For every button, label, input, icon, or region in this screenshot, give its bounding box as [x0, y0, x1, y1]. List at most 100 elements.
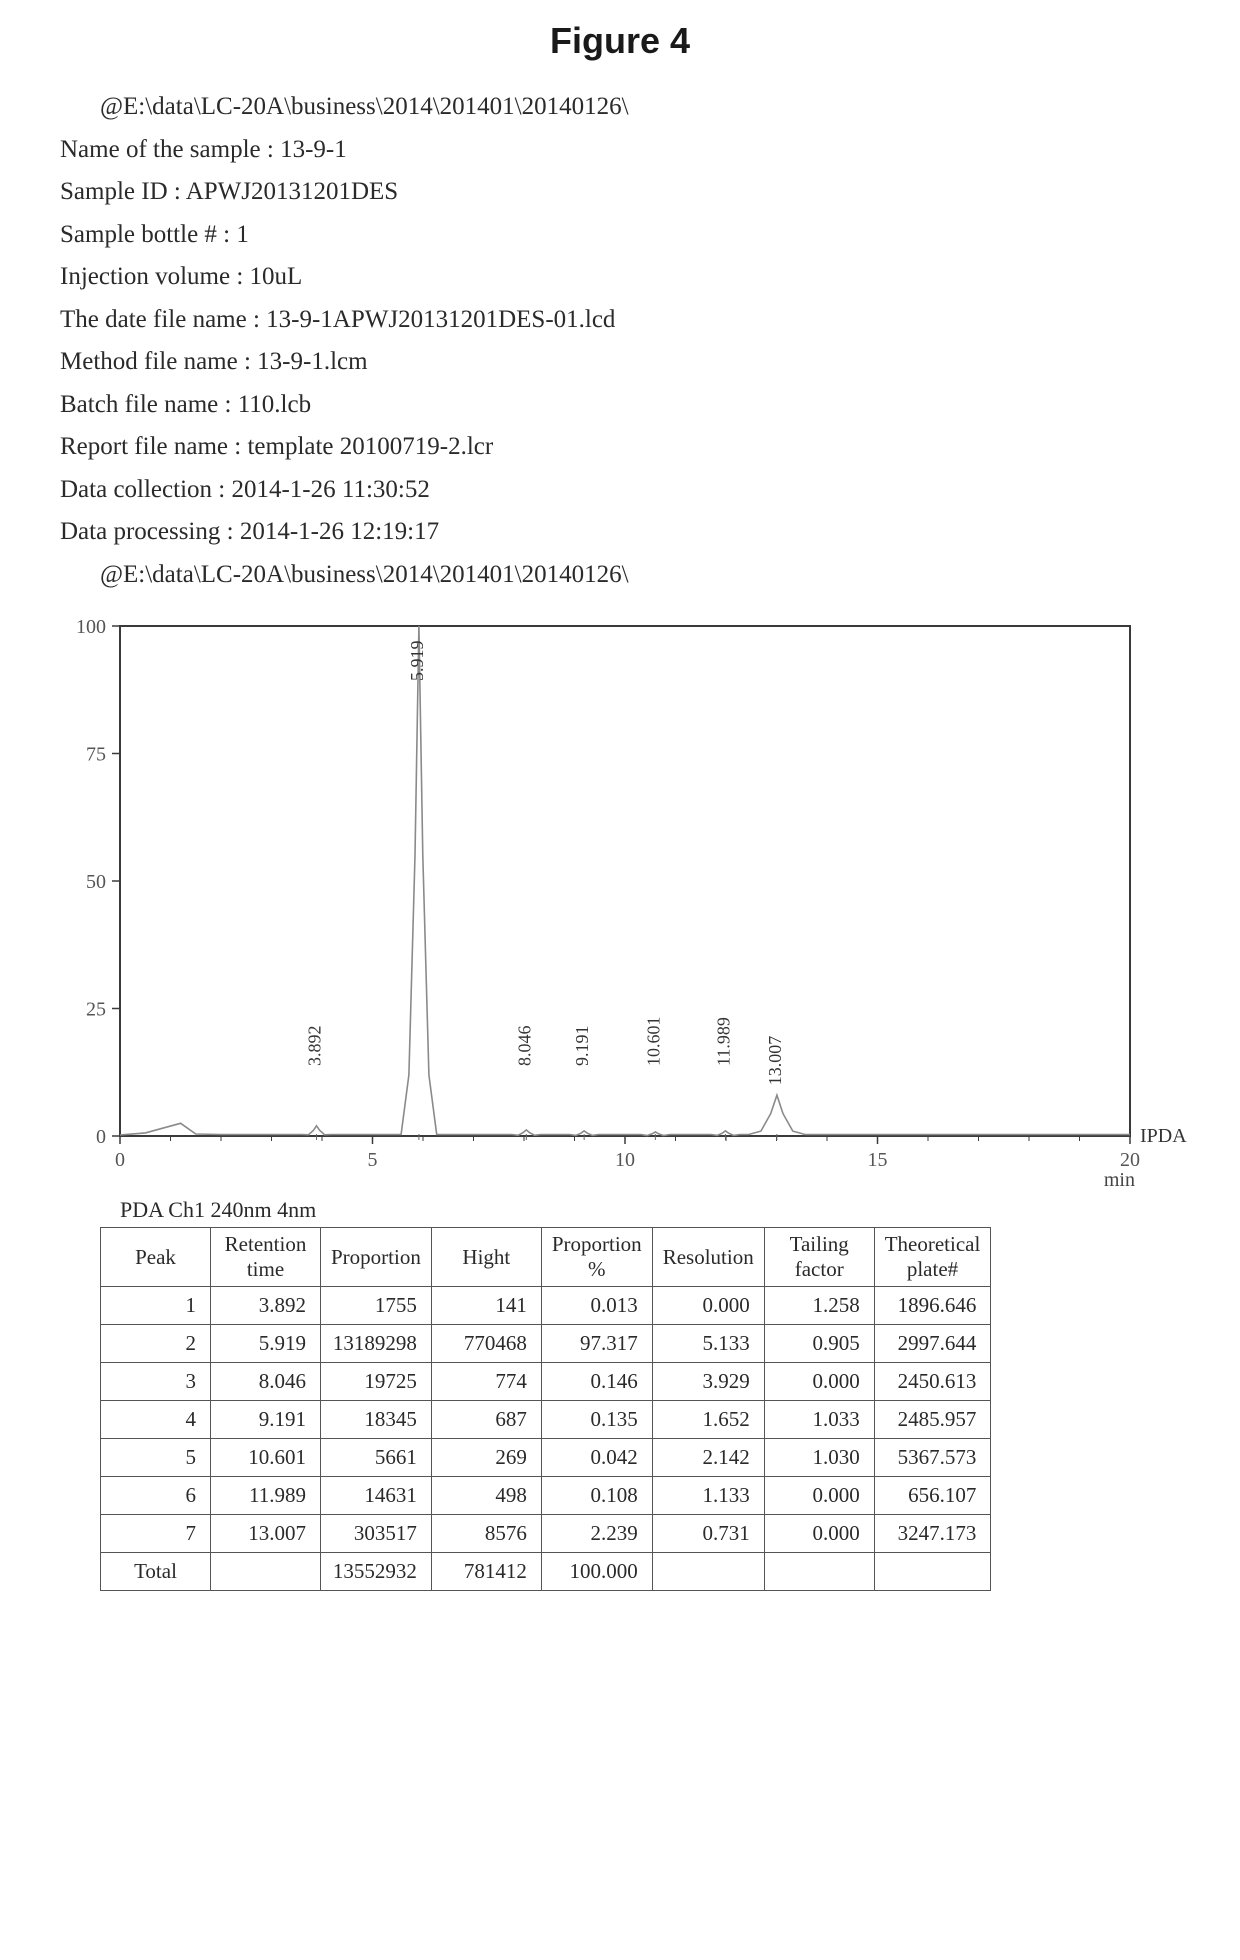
svg-text:min: min — [1104, 1169, 1135, 1191]
table-col-header: Resolution — [652, 1228, 764, 1287]
table-cell: 0.000 — [652, 1287, 764, 1325]
method-label: Method file name : — [60, 348, 251, 375]
figure-title: Figure 4 — [40, 20, 1200, 62]
table-cell: 2450.613 — [874, 1363, 991, 1401]
table-cell: 0.731 — [652, 1515, 764, 1553]
report-value: template 20100719-2.lcr — [247, 433, 493, 460]
method-value: 13-9-1.lcm — [257, 348, 367, 375]
sample-id-label: Sample ID : — [60, 178, 181, 205]
table-cell: 0.905 — [764, 1325, 874, 1363]
table-cell: 3 — [101, 1363, 211, 1401]
table-cell: 498 — [431, 1477, 541, 1515]
table-cell: 19725 — [321, 1363, 432, 1401]
table-header-row: PeakRetentiontimeProportionHightProporti… — [101, 1228, 991, 1287]
table-cell: 2 — [101, 1325, 211, 1363]
table-cell: 10.601 — [211, 1439, 321, 1477]
table-cell: 1896.646 — [874, 1287, 991, 1325]
table-cell: 6 — [101, 1477, 211, 1515]
injvol-value: 10uL — [250, 263, 303, 290]
peak-table: PeakRetentiontimeProportionHightProporti… — [100, 1227, 991, 1591]
process-row: Data processing : 2014-1-26 12:19:17 — [60, 511, 1200, 554]
table-cell: 1.133 — [652, 1477, 764, 1515]
table-cell: 1.652 — [652, 1401, 764, 1439]
table-row: 510.60156612690.0422.1421.0305367.573 — [101, 1439, 991, 1477]
svg-text:5: 5 — [368, 1149, 378, 1171]
table-row: 49.191183456870.1351.6521.0332485.957 — [101, 1401, 991, 1439]
sample-id-row: Sample ID : APWJ20131201DES — [60, 171, 1200, 214]
peak-label: 13.007 — [765, 1036, 785, 1086]
svg-text:75: 75 — [86, 744, 106, 766]
table-cell — [652, 1553, 764, 1591]
table-cell: 7 — [101, 1515, 211, 1553]
table-cell: 13189298 — [321, 1325, 432, 1363]
table-total-row: Total13552932781412100.000 — [101, 1553, 991, 1591]
table-cell: 770468 — [431, 1325, 541, 1363]
table-row: 13.89217551410.0130.0001.2581896.646 — [101, 1287, 991, 1325]
table-cell: 100.000 — [541, 1553, 652, 1591]
batch-value: 110.lcb — [238, 391, 311, 418]
svg-text:0: 0 — [115, 1149, 125, 1171]
table-col-header: Proportion — [321, 1228, 432, 1287]
table-cell: 2997.644 — [874, 1325, 991, 1363]
table-col-header: Proportion% — [541, 1228, 652, 1287]
bottle-row: Sample bottle # : 1 — [60, 214, 1200, 257]
table-cell: 1.033 — [764, 1401, 874, 1439]
table-cell: 1755 — [321, 1287, 432, 1325]
datafile-value: 13-9-1APWJ20131201DES-01.lcd — [266, 306, 615, 333]
peak-label: 10.601 — [643, 1017, 663, 1067]
table-cell: 5.133 — [652, 1325, 764, 1363]
table-cell: 5367.573 — [874, 1439, 991, 1477]
table-cell — [874, 1553, 991, 1591]
svg-text:20: 20 — [1120, 1149, 1140, 1171]
table-body: 13.89217551410.0130.0001.2581896.64625.9… — [101, 1287, 991, 1591]
batch-label: Batch file name : — [60, 391, 231, 418]
table-cell: 774 — [431, 1363, 541, 1401]
table-cell: 0.000 — [764, 1515, 874, 1553]
svg-text:IPDA: IPDA — [1140, 1125, 1187, 1147]
path-bottom: @E:\data\LC-20A\business\2014\201401\201… — [60, 554, 1200, 597]
table-row: 38.046197257740.1463.9290.0002450.613 — [101, 1363, 991, 1401]
table-cell: 1.030 — [764, 1439, 874, 1477]
collect-row: Data collection : 2014-1-26 11:30:52 — [60, 469, 1200, 512]
table-cell: 141 — [431, 1287, 541, 1325]
table-col-header: Hight — [431, 1228, 541, 1287]
batch-row: Batch file name : 110.lcb — [60, 384, 1200, 427]
table-cell: 269 — [431, 1439, 541, 1477]
process-label: Data processing : — [60, 518, 234, 545]
table-cell: 0.013 — [541, 1287, 652, 1325]
table-row: 713.00730351785762.2390.7310.0003247.173 — [101, 1515, 991, 1553]
report-label: Report file name : — [60, 433, 241, 460]
table-cell: 303517 — [321, 1515, 432, 1553]
table-cell: 8.046 — [211, 1363, 321, 1401]
table-cell: 0.146 — [541, 1363, 652, 1401]
table-cell: 2.239 — [541, 1515, 652, 1553]
peak-label: 9.191 — [572, 1026, 592, 1067]
table-cell: 2.142 — [652, 1439, 764, 1477]
table-cell: 3.929 — [652, 1363, 764, 1401]
table-cell: 9.191 — [211, 1401, 321, 1439]
injvol-label: Injection volume : — [60, 263, 243, 290]
peak-label: 3.892 — [305, 1026, 325, 1067]
table-cell: 11.989 — [211, 1477, 321, 1515]
sample-name-label: Name of the sample : — [60, 136, 274, 163]
datafile-row: The date file name : 13-9-1APWJ20131201D… — [60, 299, 1200, 342]
table-row: 25.9191318929877046897.3175.1330.9052997… — [101, 1325, 991, 1363]
table-col-header: Retentiontime — [211, 1228, 321, 1287]
collect-label: Data collection : — [60, 476, 225, 503]
table-cell: 0.135 — [541, 1401, 652, 1439]
table-cell: 0.108 — [541, 1477, 652, 1515]
table-caption: PDA Ch1 240nm 4nm — [120, 1197, 1200, 1223]
svg-text:50: 50 — [86, 871, 106, 893]
table-cell: 3.892 — [211, 1287, 321, 1325]
process-value: 2014-1-26 12:19:17 — [240, 518, 439, 545]
table-cell: 18345 — [321, 1401, 432, 1439]
table-cell: 97.317 — [541, 1325, 652, 1363]
table-cell — [764, 1553, 874, 1591]
report-row: Report file name : template 20100719-2.l… — [60, 426, 1200, 469]
table-cell: 5 — [101, 1439, 211, 1477]
peak-label: 11.989 — [713, 1017, 733, 1066]
table-cell: 0.000 — [764, 1477, 874, 1515]
table-cell: 14631 — [321, 1477, 432, 1515]
sample-id-value: APWJ20131201DES — [186, 178, 399, 205]
bottle-label: Sample bottle # : — [60, 221, 230, 248]
